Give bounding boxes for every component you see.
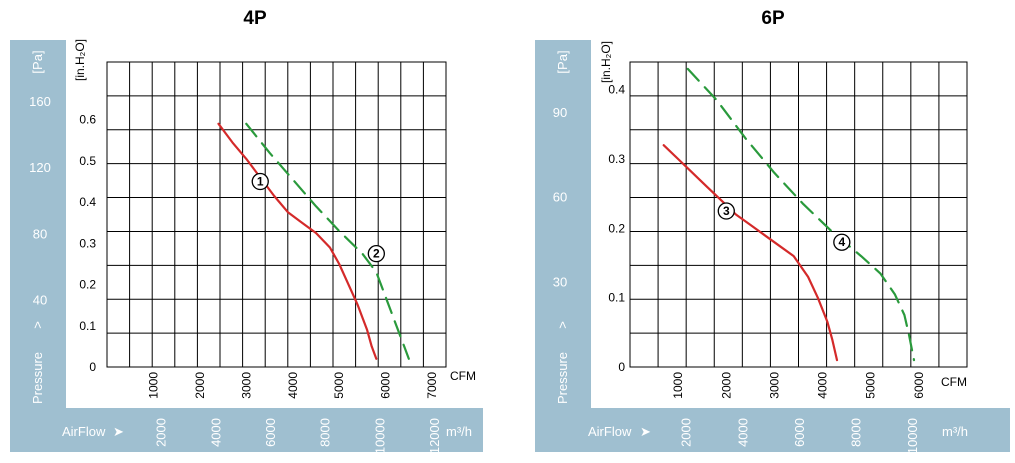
- series-marker-label: 2: [373, 247, 380, 261]
- m3h-tick-label: 2000: [154, 418, 169, 447]
- inh2o-tick-label: 0.4: [608, 83, 625, 97]
- pressure-axis-label: Pressure: [30, 352, 45, 404]
- m3h-tick-label: 10000: [905, 418, 920, 454]
- pressure-axis-label: Pressure: [555, 352, 570, 404]
- inh2o-unit-label: [in.H₂O]: [599, 41, 613, 83]
- m3h-tick-label: 4000: [735, 418, 750, 447]
- pa-tick-label: 80: [33, 226, 47, 241]
- pa-tick-label: 160: [29, 94, 51, 109]
- airflow-arrow-icon: ➤: [640, 424, 651, 439]
- curve-series: [217, 122, 410, 360]
- cfm-tick-label: 3000: [767, 372, 781, 399]
- curve-markers: 34: [717, 202, 851, 251]
- cfm-tick-label: 2000: [193, 372, 207, 399]
- chart-title: 6P: [761, 8, 785, 29]
- cfm-tick-label: 4000: [286, 372, 300, 399]
- m3h-tick-label: 6000: [263, 418, 278, 447]
- inh2o-tick-label: 0.6: [79, 113, 96, 127]
- m3h-tick-label: 8000: [318, 418, 333, 447]
- inh2o-ticks: 0.4 0.3 0.2 0.1 0: [608, 83, 625, 374]
- series-line-1: [217, 122, 378, 360]
- cfm-tick-label: 6000: [379, 372, 393, 399]
- cfm-tick-label: 5000: [864, 372, 878, 399]
- inh2o-unit-label: [in.H₂O]: [73, 39, 87, 81]
- plot-grid: [629, 61, 968, 368]
- chart-title: 4P: [243, 8, 267, 29]
- m3h-unit-label: m³/h: [446, 424, 472, 439]
- pressure-arrow-icon: >: [555, 321, 570, 329]
- pressure-arrow-icon: >: [30, 321, 45, 329]
- m3h-tick-label: 8000: [849, 418, 864, 447]
- cfm-unit-label: CFM: [941, 375, 967, 389]
- m3h-ticks: 2000 4000 6000 8000 10000 12000: [154, 418, 442, 454]
- series-marker-circle: [251, 172, 269, 191]
- cfm-ticks: 1000 2000 3000 4000 5000 6000: [671, 372, 926, 399]
- series-marker-circle: [717, 202, 735, 220]
- series-marker-circle: [367, 245, 385, 263]
- m3h-tick-label: 10000: [372, 418, 387, 454]
- inh2o-tick-label: 0.3: [79, 236, 96, 250]
- inh2o-tick-label: 0.5: [79, 154, 96, 168]
- m3h-tick-label: 6000: [792, 418, 807, 447]
- pa-tick-label: 60: [553, 190, 567, 205]
- airflow-arrow-icon: ➤: [113, 424, 124, 439]
- pa-ticks: 120 90 60 30: [549, 20, 571, 289]
- cfm-tick-label: 1000: [671, 372, 685, 399]
- pa-ticks: 160 120 80 40: [29, 94, 51, 308]
- inh2o-ticks: 0.6 0.5 0.4 0.3 0.2 0.1 0: [79, 113, 96, 374]
- pa-tick-label: 40: [33, 293, 47, 308]
- inh2o-tick-label: 0.3: [608, 152, 625, 166]
- airflow-axis-label: AirFlow: [62, 424, 106, 439]
- inh2o-tick-label: 0.1: [608, 291, 625, 305]
- inh2o-tick-label: 0.2: [608, 221, 625, 235]
- cfm-tick-label: 3000: [239, 372, 253, 399]
- m3h-unit-label: m³/h: [942, 424, 968, 439]
- series-marker-circle: [833, 233, 851, 251]
- inh2o-tick-label: 0.4: [79, 195, 96, 209]
- curve-markers: 12: [251, 172, 385, 263]
- plot-grid: [106, 61, 447, 368]
- inh2o-tick-label: 0: [618, 360, 625, 374]
- cfm-tick-label: 7000: [425, 372, 439, 399]
- inh2o-tick-label: 0.1: [79, 319, 96, 333]
- cfm-tick-label: 1000: [146, 372, 160, 399]
- inh2o-tick-label: 0.2: [79, 278, 96, 292]
- cfm-tick-label: 4000: [816, 372, 830, 399]
- cfm-tick-label: 5000: [332, 372, 346, 399]
- airflow-band: [10, 408, 483, 452]
- series-line-2: [245, 122, 410, 360]
- pressure-band: [10, 40, 66, 452]
- series-marker-label: 4: [838, 235, 845, 249]
- m3h-ticks: 2000 4000 6000 8000 10000: [679, 418, 921, 454]
- pa-tick-label: 120: [549, 20, 571, 35]
- m3h-tick-label: 2000: [679, 418, 694, 447]
- curve-series: [662, 67, 916, 362]
- series-line-3: [662, 144, 839, 362]
- pa-unit-label: [Pa]: [30, 50, 45, 73]
- airflow-band: [535, 408, 1010, 452]
- cfm-unit-label: CFM: [450, 369, 476, 383]
- airflow-axis-label: AirFlow: [588, 424, 632, 439]
- chart-4p: 4P [Pa] Pressure > AirFlow ➤ m³/h [in.H₂…: [10, 8, 483, 454]
- series-marker-label: 1: [257, 175, 264, 189]
- pa-tick-label: 90: [553, 105, 567, 120]
- cfm-ticks: 1000 2000 3000 4000 5000 6000 7000: [146, 372, 439, 399]
- cfm-tick-label: 6000: [912, 372, 926, 399]
- chart-6p: 6P [Pa] Pressure > AirFlow ➤ m³/h [in.H₂…: [535, 8, 1010, 454]
- pa-tick-label: 120: [29, 160, 51, 175]
- pa-tick-label: 30: [553, 274, 567, 289]
- inh2o-tick-label: 0: [89, 360, 96, 374]
- plot-frame: [106, 61, 447, 368]
- series-marker-label: 3: [723, 204, 730, 218]
- pressure-band: [535, 40, 591, 452]
- cfm-tick-label: 2000: [719, 372, 733, 399]
- pa-unit-label: [Pa]: [555, 50, 570, 73]
- m3h-tick-label: 12000: [427, 418, 442, 454]
- m3h-tick-label: 4000: [208, 418, 223, 447]
